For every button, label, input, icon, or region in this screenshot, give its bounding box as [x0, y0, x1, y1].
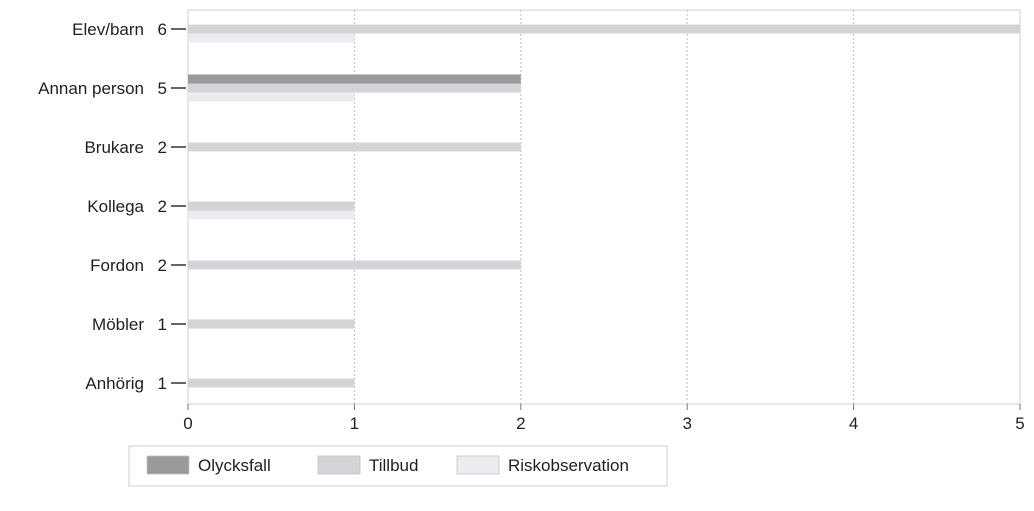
legend-swatch-tillbud: [317, 455, 361, 475]
category-total: 1: [158, 374, 167, 393]
category-label: Elev/barn: [72, 20, 144, 39]
x-tick-label: 3: [682, 414, 691, 433]
bar-tillbud-2: [188, 142, 521, 152]
legend-label-tillbud: Tillbud: [369, 456, 418, 475]
legend-frame: [128, 445, 668, 487]
legend-swatch-olycksfall: [146, 455, 190, 475]
legend-label-olycksfall: Olycksfall: [198, 456, 271, 475]
legend-swatch-riskobservation: [456, 455, 500, 475]
category-label: Möbler: [92, 315, 144, 334]
bar-riskobservation-0: [188, 33, 355, 43]
x-tick-label: 0: [183, 414, 192, 433]
category-label: Anhörig: [85, 374, 144, 393]
bar-tillbud-3: [188, 201, 355, 211]
bar-tillbud-6: [188, 378, 355, 388]
category-label: Fordon: [90, 256, 144, 275]
x-axis: 0 1 2 3 4 5: [183, 404, 1025, 433]
category-label: Brukare: [84, 138, 144, 157]
x-tick-label: 4: [849, 414, 858, 433]
legend: Olycksfall Tillbud Riskobservation: [128, 445, 668, 487]
x-tick-label: 5: [1015, 414, 1024, 433]
bar-tillbud-4: [188, 260, 521, 270]
category-label: Kollega: [87, 197, 144, 216]
category-total: 1: [158, 315, 167, 334]
x-tick-label: 1: [350, 414, 359, 433]
bar-olycksfall-1: [188, 74, 521, 84]
bar-riskobservation-3: [188, 210, 355, 220]
bar-tillbud-1: [188, 83, 521, 93]
legend-label-riskobservation: Riskobservation: [508, 456, 629, 475]
x-tick-label: 2: [516, 414, 525, 433]
category-total: 2: [158, 197, 167, 216]
category-total: 6: [158, 20, 167, 39]
category-total: 2: [158, 138, 167, 157]
bar-riskobservation-1: [188, 92, 355, 102]
category-total: 5: [158, 79, 167, 98]
bars: [188, 24, 1020, 388]
bar-tillbud-0: [188, 24, 1020, 34]
bar-tillbud-5: [188, 319, 355, 329]
category-label: Annan person: [38, 79, 144, 98]
category-total: 2: [158, 256, 167, 275]
